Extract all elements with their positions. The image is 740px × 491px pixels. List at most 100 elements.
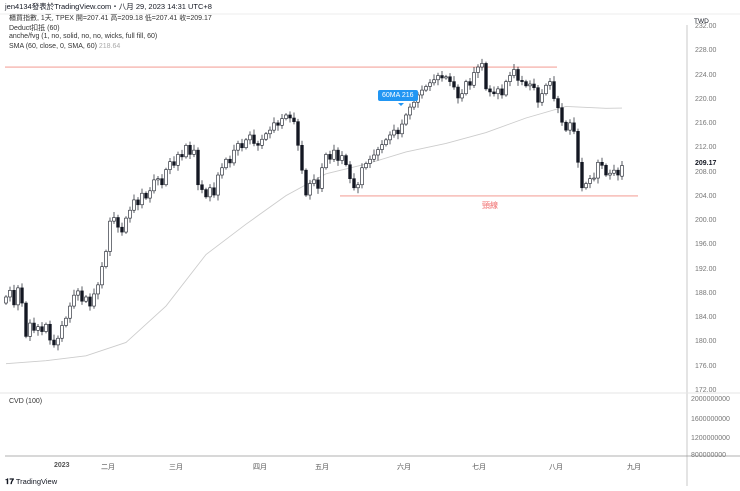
candle[interactable] (240, 138, 244, 152)
candle[interactable] (528, 80, 532, 91)
candle[interactable] (524, 79, 528, 88)
candle[interactable] (620, 160, 624, 180)
candle[interactable] (556, 95, 560, 114)
candle[interactable] (172, 156, 176, 169)
candle[interactable] (56, 335, 60, 351)
candle[interactable] (76, 288, 80, 301)
candle[interactable] (68, 302, 72, 323)
candle[interactable] (84, 295, 88, 304)
candle[interactable] (104, 249, 108, 269)
candle[interactable] (296, 118, 300, 151)
candle[interactable] (396, 127, 400, 140)
candle[interactable] (592, 172, 596, 182)
candle[interactable] (544, 83, 548, 96)
neckline-label[interactable]: 頸線 (482, 201, 498, 210)
candle[interactable] (184, 143, 188, 159)
candle[interactable] (508, 71, 512, 87)
candle[interactable] (160, 174, 164, 189)
candle[interactable] (304, 168, 308, 197)
candle[interactable] (440, 70, 444, 82)
candle[interactable] (372, 149, 376, 162)
candle[interactable] (140, 188, 144, 209)
candle[interactable] (588, 175, 592, 189)
candle[interactable] (152, 174, 156, 194)
candle[interactable] (468, 77, 472, 90)
candle[interactable] (320, 163, 324, 193)
candle[interactable] (260, 134, 264, 149)
candle[interactable] (480, 58, 484, 71)
candle[interactable] (284, 113, 288, 121)
candle[interactable] (28, 319, 32, 341)
candle[interactable] (484, 61, 488, 91)
candle[interactable] (584, 181, 588, 190)
candle[interactable] (272, 117, 276, 133)
candle[interactable] (276, 120, 280, 131)
candle[interactable] (32, 317, 36, 334)
candle[interactable] (448, 73, 452, 87)
candle[interactable] (96, 282, 100, 300)
candle[interactable] (164, 167, 168, 187)
candle[interactable] (444, 74, 448, 80)
candle[interactable] (132, 194, 136, 213)
candle[interactable] (308, 179, 312, 200)
legend-indicator-fvg[interactable]: anche/fvg (1, no, solid, no, no, wicks, … (9, 33, 157, 40)
candle[interactable] (608, 169, 612, 180)
candle[interactable] (472, 67, 476, 88)
candle[interactable] (216, 172, 220, 201)
candle[interactable] (88, 293, 92, 311)
candle[interactable] (436, 72, 440, 86)
candle[interactable] (540, 89, 544, 106)
candle[interactable] (600, 157, 604, 169)
candle[interactable] (176, 151, 180, 171)
candle[interactable] (596, 159, 600, 184)
candle[interactable] (64, 316, 68, 328)
candle[interactable] (256, 140, 260, 151)
candle[interactable] (52, 334, 56, 348)
candle[interactable] (368, 155, 372, 169)
candle[interactable] (336, 147, 340, 166)
candle[interactable] (424, 84, 428, 92)
legend-indicator-sma[interactable]: SMA (60, close, 0, SMA, 60) 218.64 (9, 43, 120, 50)
candle[interactable] (192, 144, 196, 158)
candle[interactable] (560, 103, 564, 126)
candle[interactable] (48, 320, 52, 345)
candle[interactable] (212, 182, 216, 198)
candle[interactable] (36, 323, 40, 336)
candle[interactable] (552, 76, 556, 102)
candle[interactable] (520, 75, 524, 86)
candle[interactable] (60, 320, 64, 342)
candle[interactable] (408, 103, 412, 120)
candle[interactable] (124, 216, 128, 234)
candle[interactable] (604, 163, 608, 177)
candle[interactable] (476, 64, 480, 78)
candle[interactable] (428, 79, 432, 92)
candle[interactable] (120, 222, 124, 236)
candle[interactable] (348, 161, 352, 184)
candle[interactable] (40, 322, 44, 336)
candle[interactable] (148, 187, 152, 203)
candle[interactable] (500, 84, 504, 99)
candle[interactable] (248, 131, 252, 145)
candle[interactable] (352, 173, 356, 191)
candle[interactable] (4, 295, 8, 305)
candle[interactable] (156, 175, 160, 186)
candle[interactable] (200, 180, 204, 194)
candle[interactable] (400, 119, 404, 138)
candle[interactable] (108, 217, 112, 257)
candle[interactable] (464, 79, 468, 96)
candle[interactable] (516, 66, 520, 86)
candle[interactable] (456, 84, 460, 104)
candle[interactable] (496, 86, 500, 100)
candle[interactable] (244, 138, 248, 150)
candle[interactable] (364, 161, 368, 170)
candle[interactable] (340, 151, 344, 165)
tradingview-logo[interactable]: 𝟏𝟕 TradingView (5, 477, 58, 486)
candle[interactable] (312, 174, 316, 187)
candle[interactable] (612, 164, 616, 176)
candle[interactable] (228, 155, 232, 168)
candle[interactable] (72, 289, 76, 309)
legend-indicator-deduct[interactable]: Deduct扣抵 (60) (9, 23, 60, 33)
candle[interactable] (324, 152, 328, 170)
candle[interactable] (288, 111, 292, 123)
candle[interactable] (460, 89, 464, 102)
